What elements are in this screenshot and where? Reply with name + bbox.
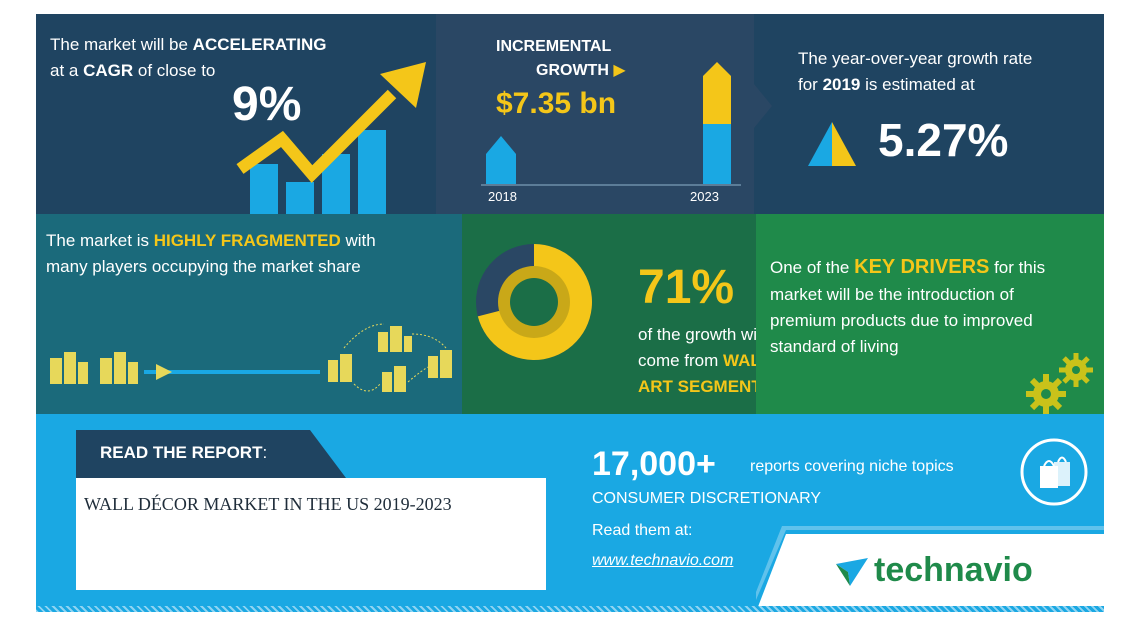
report-tab: [76, 430, 346, 478]
growth-label: GROWTH ▶: [536, 58, 626, 84]
incremental-growth-panel: INCREMENTAL GROWTH ▶ $7.35 bn 2018 2023: [436, 14, 754, 214]
share-donut: [476, 244, 592, 360]
shopping-bags-icon: [1020, 438, 1088, 506]
technavio-link[interactable]: www.technavio.com: [592, 552, 734, 569]
report-heading-colon: :: [262, 443, 268, 462]
drivers-line1: One of the KEY DRIVERS for this: [770, 254, 1045, 281]
yoy-line2-pre: for: [798, 75, 823, 94]
technavio-logo-icon: [836, 558, 868, 586]
share-line1: of the growth will: [638, 325, 756, 344]
drivers-highlight: KEY DRIVERS: [854, 256, 990, 278]
bar-2018: [486, 136, 516, 184]
cagr-line1-text: The market will be: [50, 35, 193, 54]
bar-2023-bottom: [703, 124, 731, 184]
incremental-label: INCREMENTAL: [496, 38, 612, 55]
reports-category: CONSUMER DISCRETIONARY: [592, 490, 822, 507]
incremental-value: $7.35 bn: [496, 87, 617, 120]
share-wall: WALL: [723, 351, 756, 370]
frag-line1-post: with: [340, 231, 376, 250]
logo-area: [756, 526, 1104, 612]
read-label: Read them at:: [592, 522, 693, 539]
infographic: The market will be ACCELERATING at a CAG…: [36, 14, 1104, 612]
frag-highlight: HIGHLY FRAGMENTED: [153, 231, 341, 250]
cagr-accelerating: ACCELERATING: [192, 35, 327, 54]
drivers-line1-post: for this: [989, 258, 1046, 277]
cagr-line2: at a CAGR of close to: [50, 58, 215, 84]
cagr-line2-pre: at a: [50, 61, 84, 80]
report-heading: READ THE REPORT:: [100, 440, 267, 466]
technavio-logo-text: technavio: [874, 551, 1033, 589]
yoy-line2: for 2019 is estimated at: [798, 72, 975, 98]
year-end: 2023: [690, 189, 719, 204]
triangle-growth-icon: [808, 122, 856, 166]
cagr-line1: The market will be ACCELERATING: [50, 32, 326, 58]
report-heading-text: READ THE REPORT: [100, 443, 263, 462]
share-line2-pre: come from: [638, 351, 724, 370]
share-value: 71%: [638, 261, 735, 314]
gears-icon: [1026, 353, 1093, 414]
drivers-line2: market will be the introduction of: [770, 285, 1014, 304]
cagr-panel: The market will be ACCELERATING at a CAG…: [36, 14, 436, 214]
yoy-line1: The year-over-year growth rate: [798, 49, 1033, 68]
yoy-panel: The year-over-year growth rate for 2019 …: [754, 14, 1104, 214]
report-title[interactable]: WALL DÉCOR MARKET IN THE US 2019-2023: [84, 494, 452, 514]
drivers-line4: standard of living: [770, 337, 899, 356]
share-line2: come from WALL: [638, 348, 756, 374]
key-drivers-panel: One of the KEY DRIVERS for this market w…: [756, 214, 1104, 414]
incremental-bars: [481, 62, 741, 186]
drivers-line3: premium products due to improved: [770, 311, 1033, 330]
drivers-line1-pre: One of the: [770, 258, 855, 277]
year-start: 2018: [488, 189, 517, 204]
donut-hole: [510, 278, 558, 326]
cagr-value: 9%: [232, 78, 302, 131]
frag-line1-pre: The market is: [46, 231, 154, 250]
yoy-year: 2019: [822, 75, 861, 94]
yoy-value: 5.27%: [878, 114, 1009, 166]
frag-line1: The market is HIGHLY FRAGMENTED with: [46, 228, 376, 254]
report-title-box[interactable]: WALL DÉCOR MARKET IN THE US 2019-2023: [76, 478, 546, 590]
reports-caption: reports covering niche topics: [750, 458, 954, 475]
arrow-chart-icon: [236, 62, 426, 214]
bottom-hatch: [36, 606, 1104, 612]
share-segment: ART SEGMENT: [638, 377, 756, 396]
panel-notch: [754, 84, 772, 128]
buildings-icon: [50, 323, 452, 392]
growth-arrow-icon: ▶: [613, 62, 626, 79]
reports-count: 17,000+: [592, 445, 716, 483]
cagr-label: CAGR: [83, 61, 134, 80]
bar-2023-top: [703, 62, 731, 124]
cagr-line2-post: of close to: [133, 61, 216, 80]
frag-line2: many players occupying the market share: [46, 257, 361, 276]
segment-share-panel: 71% of the growth will come from WALL AR…: [462, 214, 756, 414]
growth-label-text: GROWTH: [536, 62, 609, 79]
yoy-line2-post: is estimated at: [860, 75, 975, 94]
fragmented-panel: The market is HIGHLY FRAGMENTED with man…: [36, 214, 462, 414]
